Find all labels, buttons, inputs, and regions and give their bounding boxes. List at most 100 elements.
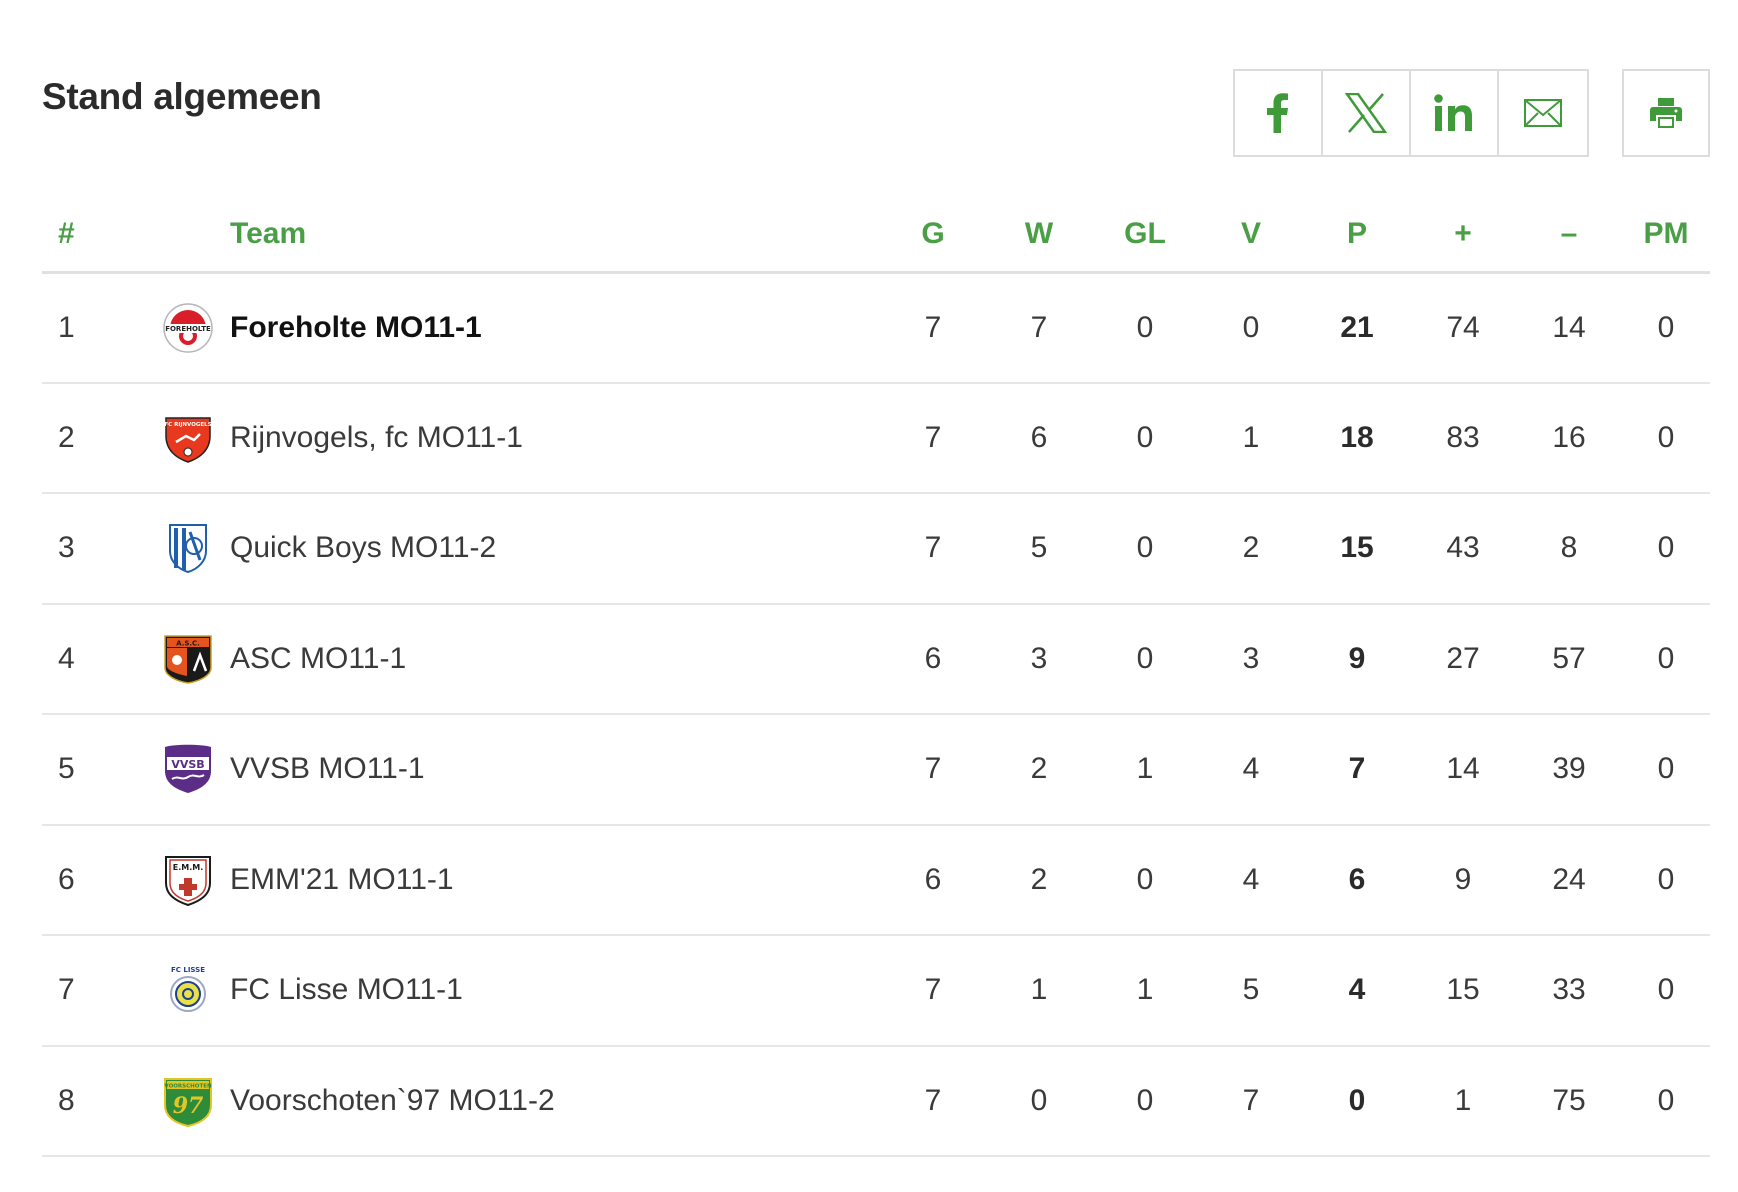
- team-name[interactable]: VVSB MO11-1: [230, 714, 880, 826]
- header-won[interactable]: W: [986, 198, 1092, 274]
- printer-icon: [1650, 98, 1682, 128]
- team-name[interactable]: EMM'21 MO11-1: [230, 824, 880, 936]
- foreholte-logo: FOREHOLTE: [162, 302, 214, 354]
- table-row[interactable]: 7 FC LISSE FC Lisse MO11-1 7 1 1 5 4 15 …: [42, 935, 1710, 1047]
- table-row[interactable]: 6 E.M.M. EMM'21 MO11-1 6 2 0 4 6 9 24 0: [42, 824, 1710, 936]
- standings-table: # Team G W GL V P + – PM 1 FOREHOLTE For…: [42, 198, 1710, 1157]
- header-rank[interactable]: #: [42, 198, 146, 274]
- share-facebook-button[interactable]: [1235, 71, 1323, 155]
- won-cell: 0: [986, 1045, 1092, 1157]
- rank-cell: 1: [42, 272, 146, 384]
- header-team[interactable]: Team: [230, 198, 880, 274]
- draw-cell: 0: [1092, 382, 1198, 494]
- points-cell: 0: [1304, 1045, 1410, 1157]
- points-cell: 6: [1304, 824, 1410, 936]
- penalty-cell: 0: [1622, 493, 1710, 605]
- table-row[interactable]: 2 FC RIJNVOGELS Rijnvogels, fc MO11-1 7 …: [42, 382, 1710, 494]
- page-title: Stand algemeen: [42, 76, 322, 117]
- team-name[interactable]: Quick Boys MO11-2: [230, 493, 880, 605]
- table-row[interactable]: 4 A.S.C. ASC MO11-1 6 3 0 3 9 27 57 0: [42, 603, 1710, 715]
- facebook-icon: [1267, 93, 1289, 133]
- print-button[interactable]: [1622, 69, 1710, 157]
- draw-cell: 1: [1092, 714, 1198, 826]
- rijnvogels-logo: FC RIJNVOGELS: [162, 412, 214, 464]
- rank-cell: 6: [42, 824, 146, 936]
- won-cell: 5: [986, 493, 1092, 605]
- draw-cell: 0: [1092, 272, 1198, 384]
- goals-against-cell: 57: [1516, 603, 1622, 715]
- played-cell: 7: [880, 382, 986, 494]
- asc-logo: A.S.C.: [162, 633, 214, 685]
- voorschoten97-logo: VOORSCHOTEN 97: [162, 1075, 214, 1127]
- goals-against-cell: 24: [1516, 824, 1622, 936]
- table-row[interactable]: 5 VVSB VVSB MO11-1 7 2 1 4 7 14 39 0: [42, 714, 1710, 826]
- table-row[interactable]: 1 FOREHOLTE Foreholte MO11-1 7 7 0 0 21 …: [42, 272, 1710, 384]
- rank-cell: 2: [42, 382, 146, 494]
- table-row[interactable]: 8 VOORSCHOTEN 97 Voorschoten`97 MO11-2 7 …: [42, 1045, 1710, 1157]
- goals-for-cell: 9: [1410, 824, 1516, 936]
- header-played[interactable]: G: [880, 198, 986, 274]
- header-draw[interactable]: GL: [1092, 198, 1198, 274]
- points-cell: 18: [1304, 382, 1410, 494]
- played-cell: 7: [880, 272, 986, 384]
- draw-cell: 0: [1092, 824, 1198, 936]
- goals-for-cell: 15: [1410, 935, 1516, 1047]
- penalty-cell: 0: [1622, 382, 1710, 494]
- svg-text:FC LISSE: FC LISSE: [171, 966, 205, 974]
- goals-against-cell: 14: [1516, 272, 1622, 384]
- team-name[interactable]: Voorschoten`97 MO11-2: [230, 1045, 880, 1157]
- share-buttons: [1233, 69, 1589, 157]
- points-cell: 21: [1304, 272, 1410, 384]
- svg-text:FC RIJNVOGELS: FC RIJNVOGELS: [164, 422, 211, 428]
- played-cell: 7: [880, 714, 986, 826]
- draw-cell: 1: [1092, 935, 1198, 1047]
- svg-text:VOORSCHOTEN: VOORSCHOTEN: [164, 1083, 212, 1089]
- quick-boys-logo: [162, 522, 214, 574]
- team-name[interactable]: Rijnvogels, fc MO11-1: [230, 382, 880, 494]
- share-email-button[interactable]: [1499, 71, 1587, 155]
- goals-against-cell: 16: [1516, 382, 1622, 494]
- table-row[interactable]: 3 Quick Boys MO11-2 7 5 0 2 15 43 8 0: [42, 493, 1710, 605]
- penalty-cell: 0: [1622, 714, 1710, 826]
- lost-cell: 4: [1198, 714, 1304, 826]
- share-linkedin-button[interactable]: [1411, 71, 1499, 155]
- team-name[interactable]: ASC MO11-1: [230, 603, 880, 715]
- penalty-cell: 0: [1622, 272, 1710, 384]
- played-cell: 6: [880, 603, 986, 715]
- linkedin-icon: [1434, 94, 1474, 132]
- lost-cell: 4: [1198, 824, 1304, 936]
- draw-cell: 0: [1092, 1045, 1198, 1157]
- svg-text:VVSB: VVSB: [171, 758, 204, 771]
- header-penalty[interactable]: PM: [1622, 198, 1710, 274]
- header-goals-for[interactable]: +: [1410, 198, 1516, 274]
- share-x-button[interactable]: [1323, 71, 1411, 155]
- goals-against-cell: 8: [1516, 493, 1622, 605]
- goals-for-cell: 27: [1410, 603, 1516, 715]
- emm21-logo: E.M.M.: [162, 854, 214, 906]
- points-cell: 7: [1304, 714, 1410, 826]
- goals-for-cell: 43: [1410, 493, 1516, 605]
- vvsb-logo: VVSB: [162, 743, 214, 795]
- penalty-cell: 0: [1622, 1045, 1710, 1157]
- draw-cell: 0: [1092, 603, 1198, 715]
- header-points[interactable]: P: [1304, 198, 1410, 274]
- goals-for-cell: 74: [1410, 272, 1516, 384]
- team-name[interactable]: FC Lisse MO11-1: [230, 935, 880, 1047]
- rank-cell: 8: [42, 1045, 146, 1157]
- header-lost[interactable]: V: [1198, 198, 1304, 274]
- rank-cell: 3: [42, 493, 146, 605]
- won-cell: 2: [986, 824, 1092, 936]
- points-cell: 4: [1304, 935, 1410, 1047]
- penalty-cell: 0: [1622, 824, 1710, 936]
- played-cell: 7: [880, 935, 986, 1047]
- svg-text:E.M.M.: E.M.M.: [173, 863, 204, 872]
- won-cell: 6: [986, 382, 1092, 494]
- lost-cell: 3: [1198, 603, 1304, 715]
- svg-text:FOREHOLTE: FOREHOLTE: [165, 325, 211, 333]
- team-name[interactable]: Foreholte MO11-1: [230, 272, 880, 384]
- lost-cell: 1: [1198, 382, 1304, 494]
- rank-cell: 7: [42, 935, 146, 1047]
- points-cell: 9: [1304, 603, 1410, 715]
- won-cell: 2: [986, 714, 1092, 826]
- header-goals-against[interactable]: –: [1516, 198, 1622, 274]
